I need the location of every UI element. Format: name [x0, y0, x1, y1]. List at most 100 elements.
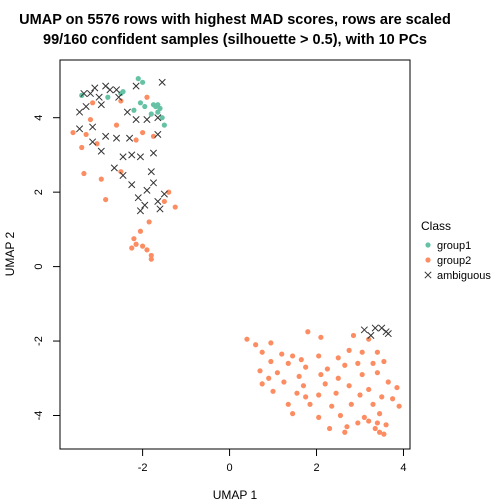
point-group2 — [346, 347, 352, 353]
point-ambiguous — [97, 147, 105, 155]
point-group2 — [381, 358, 387, 365]
point-group2 — [131, 236, 137, 242]
point-group2 — [140, 243, 146, 249]
point-ambiguous — [156, 205, 164, 213]
point-group2 — [361, 414, 367, 420]
point-group2 — [344, 424, 350, 430]
point-group2 — [285, 360, 291, 366]
point-group2 — [396, 403, 402, 409]
point-group2 — [87, 116, 94, 123]
point-group2 — [357, 392, 363, 398]
point-group2 — [342, 362, 348, 368]
legend-marker-group2 — [425, 257, 431, 263]
point-group2 — [348, 401, 354, 407]
point-group2 — [290, 411, 296, 417]
y-tick-label: 2 — [33, 189, 45, 195]
chart-title-line-1: UMAP on 5576 rows with highest MAD score… — [19, 12, 451, 28]
point-group1 — [142, 103, 148, 110]
point-ambiguous — [154, 130, 162, 139]
point-group2 — [148, 256, 154, 262]
point-group2 — [307, 401, 313, 407]
point-group2 — [146, 219, 152, 225]
point-group2 — [172, 204, 178, 210]
point-group2 — [370, 360, 376, 366]
point-group2 — [335, 375, 341, 381]
point-ambiguous — [147, 168, 155, 176]
point-ambiguous — [89, 123, 97, 131]
point-group2 — [374, 420, 380, 426]
point-ambiguous — [143, 186, 151, 194]
point-group2 — [296, 373, 302, 380]
point-group2 — [366, 336, 372, 342]
point-group2 — [374, 349, 380, 355]
point-ambiguous — [158, 78, 166, 86]
legend-label-group2: group2 — [437, 255, 471, 267]
point-group2 — [342, 429, 348, 435]
x-tick-label: 0 — [227, 462, 233, 474]
legend: Class group1 group2 ambiguous — [421, 219, 491, 282]
point-ambiguous — [141, 201, 149, 209]
point-ambiguous — [128, 181, 136, 189]
chart-title-line-2: 99/160 confident samples (silhouette > 0… — [43, 32, 427, 48]
point-group2 — [335, 355, 341, 361]
point-ambiguous — [89, 138, 97, 146]
point-ambiguous — [149, 149, 158, 157]
point-group2 — [103, 196, 109, 203]
point-group2 — [133, 137, 139, 143]
point-ambiguous — [76, 108, 84, 116]
legend-label-ambiguous: ambiguous — [437, 270, 491, 282]
point-group2 — [294, 390, 300, 396]
y-tick-label: 0 — [33, 264, 45, 270]
point-ambiguous — [119, 153, 127, 161]
point-group2 — [270, 388, 276, 394]
point-group2 — [324, 366, 330, 372]
point-group2 — [355, 420, 361, 426]
point-group2 — [355, 360, 361, 366]
legend-title: Class — [421, 219, 451, 233]
point-group1 — [140, 79, 146, 85]
point-ambiguous — [134, 194, 142, 202]
point-group2 — [118, 169, 124, 175]
point-ambiguous — [371, 324, 379, 332]
point-group2 — [257, 368, 263, 374]
point-group2 — [350, 332, 357, 339]
point-ambiguous — [132, 116, 140, 124]
point-ambiguous — [102, 132, 110, 140]
point-group2 — [366, 386, 372, 393]
point-group2 — [305, 329, 311, 335]
point-ambiguous — [136, 153, 144, 161]
point-group2 — [140, 129, 146, 136]
x-tick-label: -2 — [138, 462, 148, 474]
point-group2 — [129, 245, 135, 251]
point-ambiguous — [126, 134, 134, 142]
point-group2 — [316, 392, 322, 398]
point-group2 — [316, 353, 322, 359]
point-group1 — [137, 100, 144, 106]
point-ambiguous — [115, 93, 123, 101]
point-ambiguous — [106, 86, 114, 94]
point-ambiguous — [143, 116, 151, 124]
point-ambiguous — [128, 151, 136, 159]
point-group2 — [318, 371, 324, 378]
point-group2 — [372, 425, 378, 432]
x-tick-label: 2 — [313, 462, 319, 474]
point-group2 — [259, 381, 265, 387]
data-points — [70, 76, 402, 437]
point-group2 — [281, 379, 287, 385]
point-group2 — [318, 334, 324, 340]
point-group1 — [105, 94, 111, 100]
point-ambiguous — [149, 179, 158, 187]
point-ambiguous — [80, 89, 88, 98]
point-group2 — [118, 98, 124, 104]
point-group1 — [161, 122, 167, 128]
point-group2 — [268, 340, 274, 346]
point-ambiguous — [76, 125, 84, 133]
point-group2 — [333, 390, 339, 396]
point-group2 — [144, 247, 150, 253]
point-group2 — [144, 94, 150, 100]
point-group2 — [346, 383, 352, 389]
point-group2 — [83, 131, 89, 138]
y-axis: -4 -2 0 2 4 — [33, 115, 61, 420]
point-group2 — [253, 342, 259, 348]
